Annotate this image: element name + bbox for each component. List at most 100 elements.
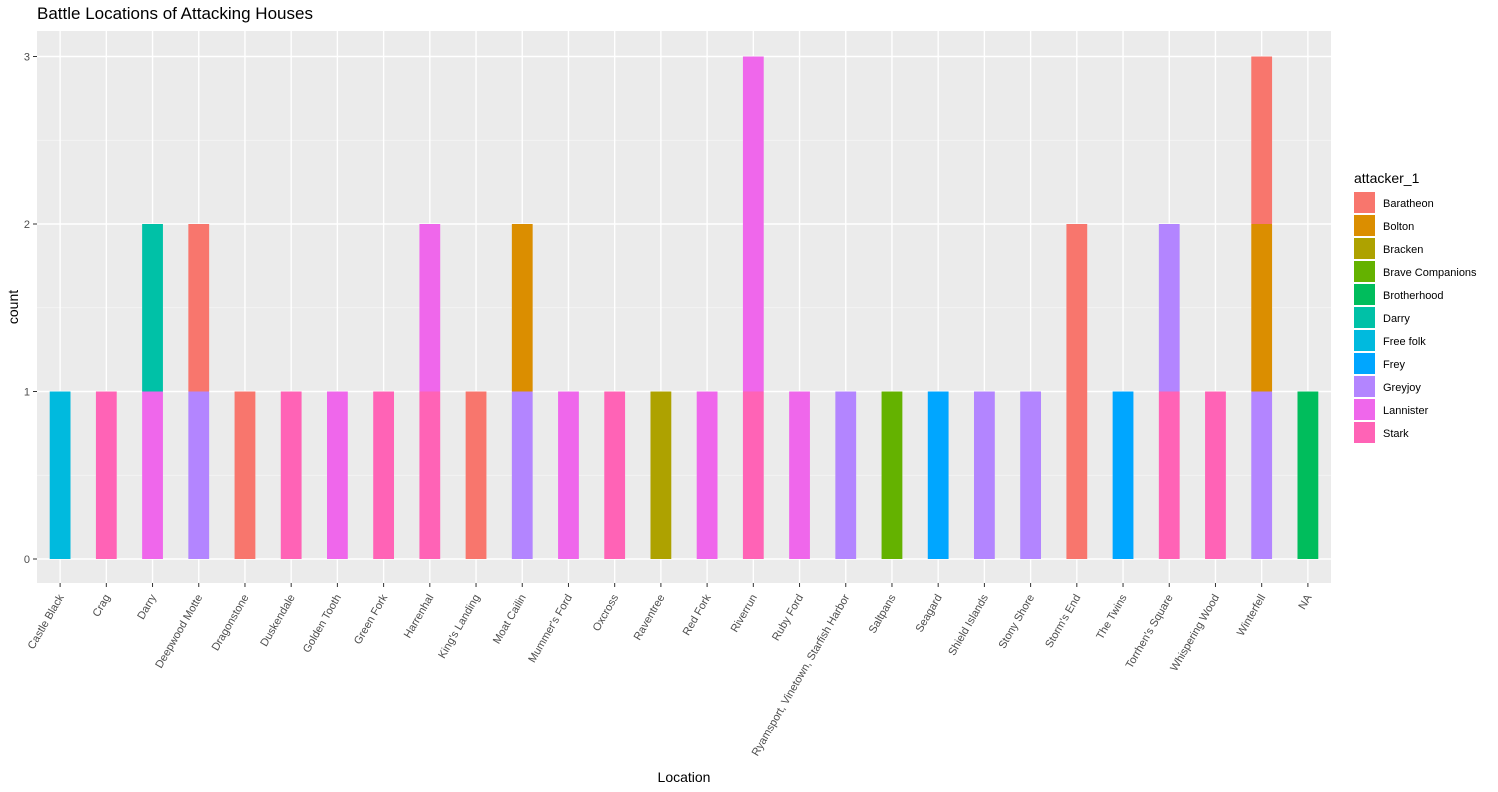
x-tick-label: Golden Tooth <box>301 593 344 656</box>
x-tick-label: Seagard <box>914 593 945 635</box>
bar-segment <box>1251 56 1273 224</box>
legend-label: Frey <box>1383 359 1406 371</box>
x-tick-label: Dragonstone <box>210 593 252 654</box>
legend: attacker_1 Baratheon Bolton Bracken Brave C… <box>1354 170 1477 443</box>
x-tick-label: Raventree <box>632 593 668 643</box>
bar-segment <box>280 391 302 559</box>
bar-segment <box>973 391 995 559</box>
legend-swatch <box>1354 284 1375 305</box>
bar-segment <box>188 391 210 559</box>
bar-segment <box>1066 224 1088 559</box>
bar-segment <box>326 391 348 559</box>
legend-swatch <box>1354 238 1375 259</box>
x-tick-label: Ryamsport, Vinetown, Starfish Harbor <box>750 592 853 758</box>
bar-segment <box>835 391 857 559</box>
plot-panel <box>37 31 1331 583</box>
legend-swatch <box>1354 399 1375 420</box>
legend-label: Bolton <box>1383 221 1414 233</box>
y-tick-label: 2 <box>24 219 30 231</box>
y-tick-label: 3 <box>24 52 30 64</box>
legend-label: Lannister <box>1383 405 1429 417</box>
legend-title: attacker_1 <box>1354 170 1420 186</box>
bar-segment <box>49 391 71 559</box>
x-tick-label: Stony Shore <box>997 593 1038 651</box>
bar-segment <box>373 391 395 559</box>
legend-swatch <box>1354 192 1375 213</box>
bar-segment <box>1251 391 1273 559</box>
bar-segment <box>419 391 441 559</box>
bar-segment <box>1020 391 1042 559</box>
x-tick-label: Green Fork <box>352 592 390 647</box>
legend-label: Stark <box>1383 428 1409 440</box>
x-tick-label: Storm's End <box>1043 593 1083 651</box>
bar-segment <box>1112 391 1134 559</box>
bar-segment <box>142 391 163 559</box>
bar-segment <box>1297 391 1319 559</box>
x-tick-label: Darry <box>135 592 159 622</box>
bar-segment <box>742 391 764 559</box>
bar-segment <box>742 56 764 392</box>
bar-segment <box>419 224 441 392</box>
legend-swatch <box>1354 353 1375 374</box>
legend-swatch <box>1354 376 1375 397</box>
bar-segment <box>1205 391 1226 559</box>
x-tick-label: Duskendale <box>258 593 297 649</box>
x-tick-label: Castle Black <box>26 592 67 651</box>
y-axis: 0 1 2 3 <box>24 52 37 566</box>
legend-swatch <box>1354 422 1375 443</box>
x-tick-label: Red Fork <box>681 592 714 638</box>
chart-title: Battle Locations of Attacking Houses <box>37 4 313 23</box>
x-tick-label: Whispering Wood <box>1168 593 1222 674</box>
y-axis-title: count <box>5 290 21 324</box>
legend-label: Bracken <box>1383 244 1423 256</box>
x-tick-label: Mummer's Ford <box>526 593 575 665</box>
x-tick-label: Riverrun <box>729 593 760 635</box>
bar-segment <box>511 224 533 392</box>
bar-segment <box>511 391 533 559</box>
x-tick-label: Shield Islands <box>946 592 991 658</box>
bar-segment <box>650 391 672 559</box>
legend-label: Darry <box>1383 313 1410 325</box>
legend-label: Free folk <box>1383 336 1426 348</box>
x-axis-title: Location <box>658 769 711 785</box>
bar-segment <box>1158 224 1180 392</box>
legend-label: Brotherhood <box>1383 290 1444 302</box>
x-tick-label: King's Landing <box>436 593 482 661</box>
x-tick-label: NA <box>1296 592 1314 612</box>
x-tick-label: Saltpans <box>867 592 899 636</box>
x-tick-label: Harrenhal <box>402 593 437 641</box>
bars <box>49 56 1319 559</box>
y-tick-label: 1 <box>24 387 30 399</box>
y-tick-label: 0 <box>24 554 30 566</box>
x-tick-label: Ruby Ford <box>770 593 806 643</box>
bar-segment <box>1158 391 1180 559</box>
x-tick-label: Deepwood Motte <box>153 593 205 671</box>
x-tick-label: Crag <box>91 593 113 620</box>
bar-segment <box>789 391 810 559</box>
bar-segment <box>558 391 579 559</box>
bar-segment <box>604 391 626 559</box>
bar-segment <box>234 391 256 559</box>
bar-segment <box>881 391 903 559</box>
x-tick-label: Torrhen's Square <box>1124 593 1176 671</box>
x-tick-label: Winterfell <box>1235 593 1268 639</box>
legend-swatch <box>1354 215 1375 236</box>
legend-swatch <box>1354 307 1375 328</box>
bar-segment <box>1251 224 1273 392</box>
bar-segment <box>95 391 117 559</box>
bar-segment <box>696 391 718 559</box>
legend-label: Brave Companions <box>1383 267 1477 279</box>
x-tick-label: Oxcross <box>591 592 622 633</box>
bar-segment <box>142 224 163 392</box>
bar-segment <box>188 224 210 392</box>
x-tick-label: The Twins <box>1094 592 1130 642</box>
legend-swatch <box>1354 330 1375 351</box>
legend-swatch <box>1354 261 1375 282</box>
bar-segment <box>465 391 487 559</box>
bar-segment <box>927 391 949 559</box>
legend-label: Greyjoy <box>1383 382 1421 394</box>
x-tick-label: Moat Cailin <box>491 593 529 647</box>
legend-label: Baratheon <box>1383 198 1434 210</box>
